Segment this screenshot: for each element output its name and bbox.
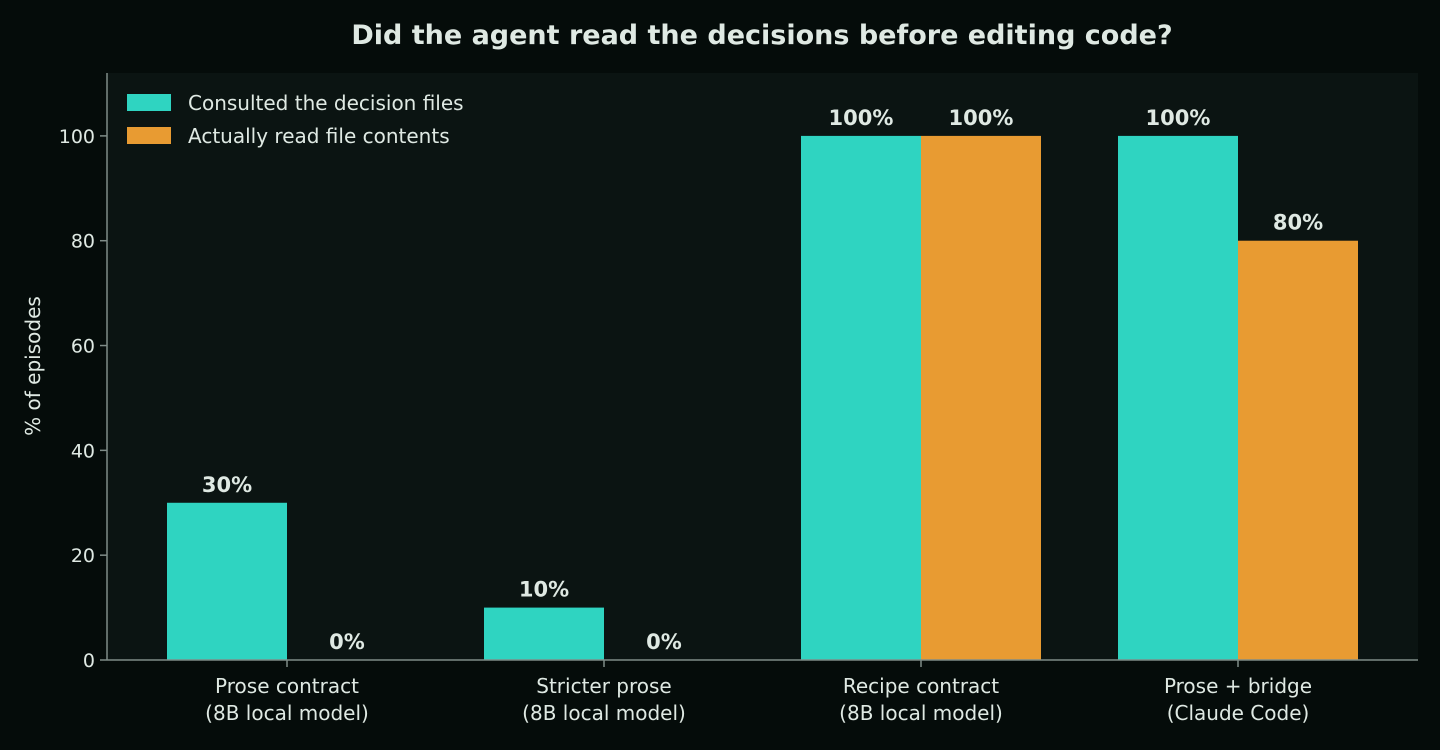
chart-title: Did the agent read the decisions before …: [351, 20, 1172, 51]
y-axis-label: % of episodes: [21, 296, 45, 436]
y-tick-label-60: 60: [71, 336, 95, 358]
x-tick-label-1: Prose contract (8B local model): [205, 674, 369, 725]
data-label-series-1-cat-3: 100%: [829, 106, 894, 130]
bar-series-1-cat-4: [1118, 135, 1238, 661]
legend: Consulted the decision files Actually rea…: [127, 91, 464, 148]
legend-swatch-1: [127, 94, 171, 111]
y-tick-label-80: 80: [71, 231, 95, 253]
bar-series-1-cat-2: [484, 607, 604, 660]
data-label-series-2-cat-2: 0%: [646, 630, 682, 654]
data-label-series-1-cat-2: 10%: [519, 578, 569, 602]
data-label-series-1-cat-4: 100%: [1146, 106, 1211, 130]
data-label-series-2-cat-1: 0%: [329, 630, 365, 654]
axes-group: 0 20 40 60 80 100 Prose contract (8B local mode…: [59, 73, 1418, 725]
bar-series-1-cat-1: [167, 502, 287, 660]
legend-label-2: Actually read file contents: [188, 124, 450, 148]
bars-group: [167, 135, 1358, 661]
legend-label-1: Consulted the decision files: [188, 91, 464, 115]
data-label-series-2-cat-3: 100%: [949, 106, 1014, 130]
bar-series-1-cat-3: [801, 135, 921, 661]
data-label-series-1-cat-1: 30%: [202, 473, 252, 497]
y-tick-label-0: 0: [83, 650, 95, 672]
y-tick-label-20: 20: [71, 545, 95, 567]
x-tick-label-2: Stricter prose (8B local model): [522, 674, 686, 725]
data-labels-group: 30% 10% 100% 100% 0% 0% 100% 80%: [202, 106, 1323, 654]
bar-series-2-cat-4: [1238, 240, 1358, 660]
legend-swatch-2: [127, 127, 171, 144]
bar-series-2-cat-3: [921, 135, 1041, 661]
x-tick-label-3: Recipe contract (8B local model): [839, 674, 1003, 725]
y-tick-label-100: 100: [59, 126, 95, 148]
data-label-series-2-cat-4: 80%: [1273, 211, 1323, 235]
y-tick-label-40: 40: [71, 440, 95, 462]
x-tick-label-4: Prose + bridge (Claude Code): [1164, 674, 1312, 725]
